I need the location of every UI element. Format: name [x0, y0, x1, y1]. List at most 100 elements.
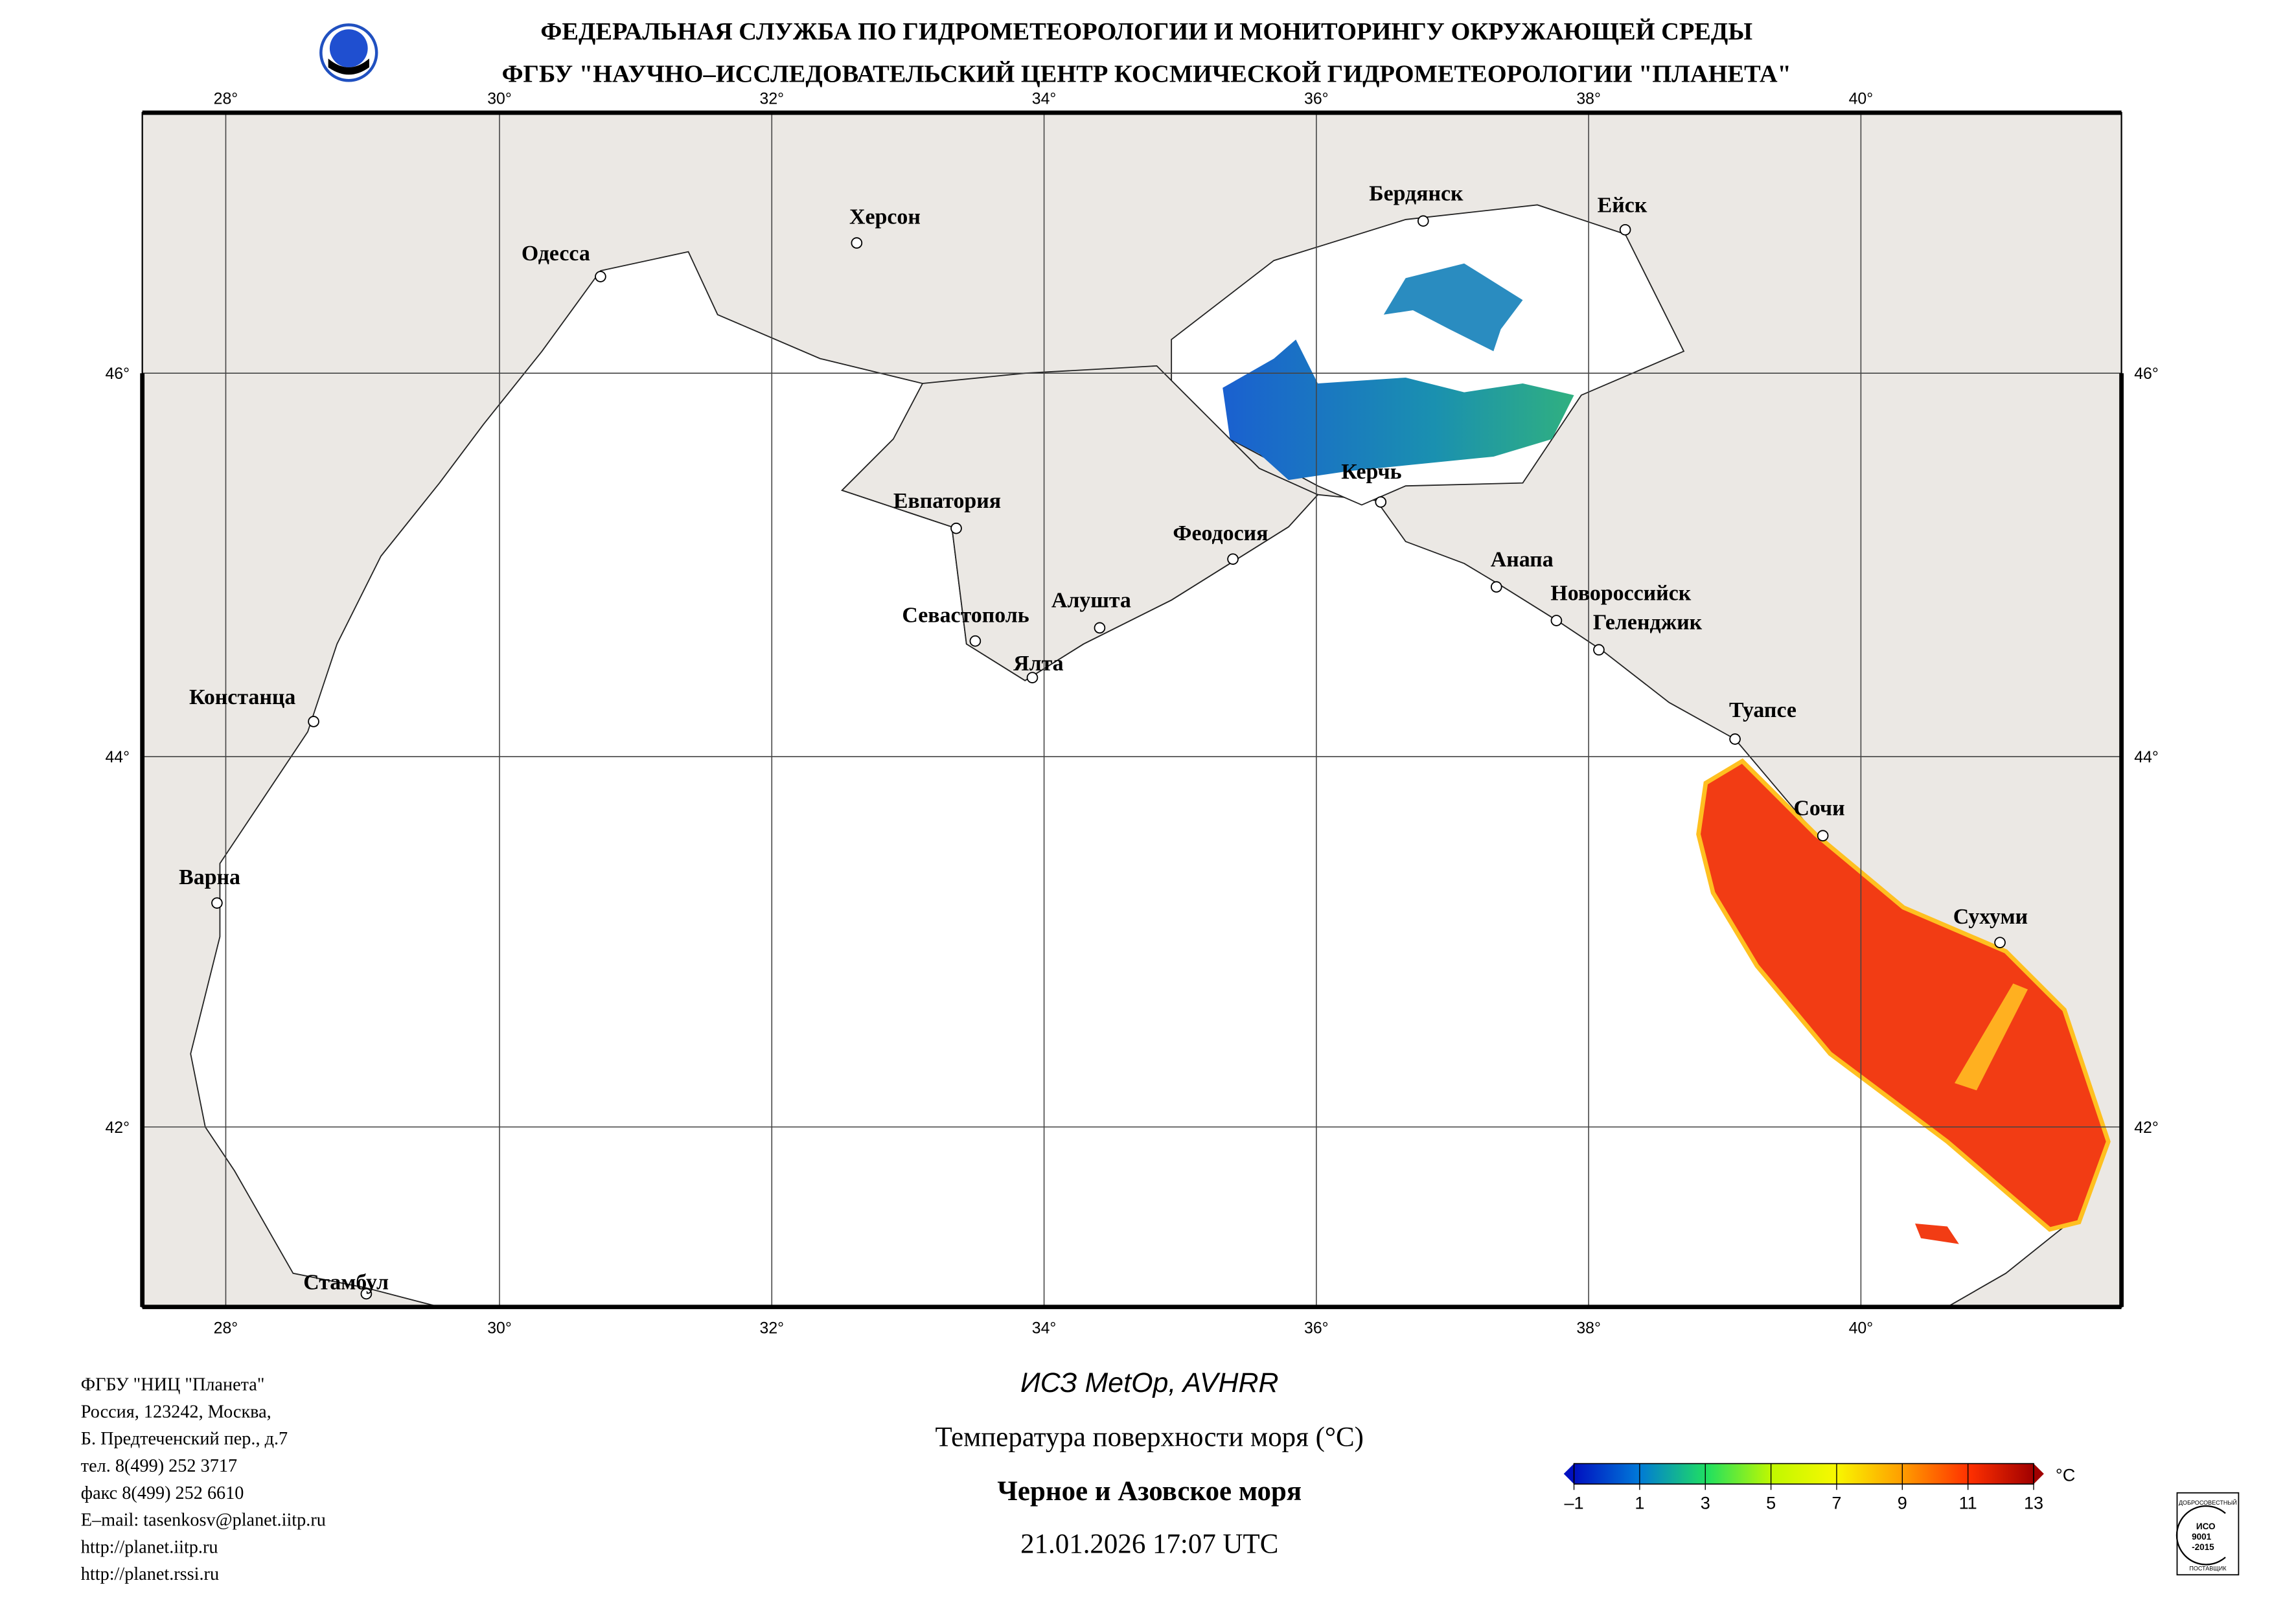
org-info-line: Россия, 123242, Москва, [81, 1402, 271, 1422]
city-marker [360, 1288, 373, 1300]
city-marker [1490, 581, 1502, 593]
city-marker [950, 522, 962, 534]
org-info-line: ФГБУ "НИЦ "Планета" [81, 1375, 265, 1395]
lon-tick-top: 34° [1032, 90, 1057, 108]
sst-cold-patch-2 [1383, 263, 1523, 352]
colorbar-tick-label: 1 [1635, 1493, 1644, 1513]
org-info-line: факс 8(499) 252 6610 [81, 1483, 244, 1503]
city-label: Геленджик [1593, 611, 1703, 635]
city-marker [1094, 622, 1106, 634]
colorbar-tick-label: 3 [1701, 1493, 1710, 1513]
lon-tick-bottom: 40° [1849, 1319, 1874, 1337]
axis-labels: 28° 28° 30° 30° 32° 32° 34° 34° 36° 36° 38° 38° 40° 4… [105, 90, 2158, 1337]
iso-badge: ДОБРОСОВЕСТНЫЙ ИСО 9001 -2015 ПОСТАВЩИК [2175, 1492, 2240, 1576]
city-marker [308, 716, 319, 727]
city-label: Сочи [1793, 797, 1844, 821]
org-info-line: Б. Предтеченский пер., д.7 [81, 1429, 288, 1449]
city-marker [1375, 496, 1387, 508]
svg-text:9001: 9001 [2192, 1532, 2212, 1542]
lon-tick-bottom: 28° [214, 1319, 238, 1337]
city-marker [1593, 644, 1605, 656]
planeta-logo-icon [319, 23, 378, 82]
city-marker [1729, 733, 1741, 745]
city-labels: Бердянск Ейск Херсон Одесса Керчь Евпатория Фе… [179, 182, 2028, 1300]
city-label: Новороссийск [1550, 581, 1691, 605]
city-label: Констанца [189, 685, 295, 709]
lon-tick-top: 32° [760, 90, 785, 108]
region-label: Черное и Азовское моря [997, 1476, 1302, 1507]
org-info-line: http://planet.iitp.ru [81, 1537, 218, 1557]
city-label: Туапсе [1729, 698, 1797, 722]
colorbar-tick-label: –1 [1564, 1493, 1583, 1513]
colorbar: –1 1 3 5 7 9 11 13 °C [1563, 1463, 2075, 1513]
lat-tick-right: 46° [2134, 365, 2159, 383]
sst-warm-spot [1915, 1223, 1959, 1244]
lon-tick-top: 38° [1576, 90, 1601, 108]
colorbar-tick-label: 11 [1959, 1493, 1977, 1513]
product-label: Температура поверхности моря (°С) [936, 1422, 1364, 1452]
city-marker [211, 897, 223, 909]
city-label: Стамбул [303, 1271, 389, 1295]
sst-warm-area [1696, 758, 2111, 1232]
city-marker [969, 635, 982, 647]
city-label: Евпатория [893, 489, 1001, 513]
crimea [841, 365, 1319, 681]
svg-text:ПОСТАВЩИК: ПОСТАВЩИК [2189, 1566, 2227, 1572]
city-marker [1550, 615, 1563, 626]
lon-tick-top: 40° [1849, 90, 1874, 108]
colorbar-tick-label: 7 [1831, 1493, 1841, 1513]
lon-tick-bottom: 32° [760, 1319, 785, 1337]
colorbar-tick-label: 9 [1898, 1493, 1907, 1513]
city-label: Сухуми [1953, 905, 2028, 929]
city-label: Херсон [849, 205, 921, 229]
lat-tick-left: 42° [105, 1119, 130, 1137]
lon-tick-bottom: 30° [487, 1319, 512, 1337]
city-marker [595, 271, 606, 282]
org-info: ФГБУ "НИЦ "Планета" Россия, 123242, Москв… [81, 1375, 326, 1585]
city-marker [1417, 215, 1429, 227]
lon-tick-top: 30° [487, 90, 512, 108]
lon-tick-bottom: 34° [1032, 1319, 1057, 1337]
city-label: Одесса [522, 242, 590, 266]
city-label: Ейск [1598, 194, 1647, 218]
city-label: Бердянск [1369, 182, 1464, 206]
colorbar-tick-label: 5 [1766, 1493, 1776, 1513]
city-label: Анапа [1491, 547, 1554, 571]
city-marker [1817, 830, 1829, 842]
org-info-line: тел. 8(499) 252 3717 [81, 1456, 237, 1476]
map-area [142, 112, 2122, 1307]
sst-cold-patch [1223, 339, 1574, 481]
city-marker [1619, 223, 1631, 236]
city-marker [1227, 553, 1239, 565]
colorbar-tick-label: 13 [2024, 1493, 2043, 1513]
city-marker [1994, 937, 2006, 948]
lat-tick-left: 46° [105, 365, 130, 383]
sst-warm-front [1955, 983, 2028, 1091]
lon-tick-bottom: 36° [1304, 1319, 1329, 1337]
lat-tick-right: 42° [2134, 1119, 2159, 1137]
header-line-2: ФГБУ "НАУЧНО–ИССЛЕДОВАТЕЛЬСКИЙ ЦЕНТР КОС… [502, 61, 1791, 88]
graticule [142, 112, 2122, 1307]
lat-tick-left: 44° [105, 749, 130, 766]
city-label: Варна [179, 865, 240, 889]
city-label: Алушта [1051, 589, 1131, 613]
header-line-1: ФЕДЕРАЛЬНАЯ СЛУЖБА ПО ГИДРОМЕТЕОРОЛОГИИ … [540, 18, 1752, 45]
lat-tick-right: 44° [2134, 749, 2159, 766]
city-label: Феодосия [1173, 521, 1268, 545]
lon-tick-top: 28° [214, 90, 238, 108]
lon-tick-bottom: 38° [1576, 1319, 1601, 1337]
datetime-label: 21.01.2026 17:07 UTC [1020, 1529, 1278, 1559]
city-label: Керчь [1341, 460, 1401, 484]
city-label: Севастополь [902, 603, 1029, 627]
svg-text:ИСО: ИСО [2196, 1522, 2216, 1531]
org-info-line: http://planet.rssi.ru [81, 1564, 219, 1584]
lon-tick-top: 36° [1304, 90, 1329, 108]
colorbar-unit: °C [2056, 1465, 2075, 1485]
svg-text:-2015: -2015 [2192, 1542, 2214, 1552]
org-info-line: E–mail: tasenkosv@planet.iitp.ru [81, 1510, 326, 1531]
city-label: Ялта [1013, 652, 1064, 676]
city-marker [851, 237, 863, 249]
svg-text:ДОБРОСОВЕСТНЫЙ: ДОБРОСОВЕСТНЫЙ [2179, 1499, 2237, 1506]
city-marker [1026, 672, 1039, 683]
